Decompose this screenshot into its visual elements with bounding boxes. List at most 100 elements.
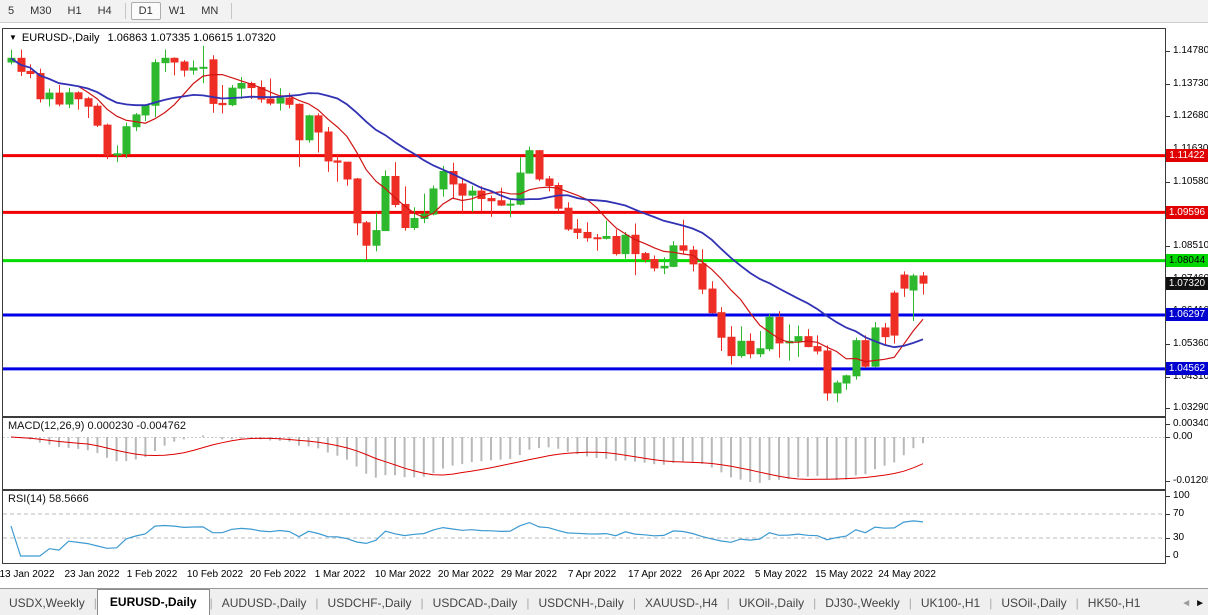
price-marker: 1.11422 xyxy=(1166,149,1208,163)
candle-body xyxy=(679,245,688,251)
tab-separator: | xyxy=(989,596,993,610)
rsi-scale-tick: 100 xyxy=(1173,490,1190,501)
price-tick-dash xyxy=(1166,51,1170,53)
candle-body xyxy=(305,115,314,141)
date-axis[interactable]: 13 Jan 2022 23 Jan 2022 1 Feb 2022 10 Feb 2… xyxy=(0,565,1166,587)
date-label: 10 Mar 2022 xyxy=(374,569,432,580)
candles-layer xyxy=(7,45,928,403)
candle-body xyxy=(621,234,630,255)
rsi-value: 58.5666 xyxy=(48,493,89,505)
toolbar-separator xyxy=(124,3,126,19)
candle-body xyxy=(593,237,602,240)
rsi-scale-tick: 70 xyxy=(1173,508,1185,519)
candle-body xyxy=(698,263,707,290)
price-marker: 1.09596 xyxy=(1166,205,1208,219)
candle-body xyxy=(295,103,304,141)
candle-body xyxy=(583,231,592,239)
chart-symbol-period: EURUSD-,Daily xyxy=(21,32,100,44)
date-label: 10 Feb 2022 xyxy=(186,569,244,580)
candle-body xyxy=(612,236,621,255)
tab-usdcnh-daily[interactable]: USDCNH-,Daily xyxy=(538,596,624,610)
rsi-scale-tick-dash xyxy=(1166,496,1170,497)
tab-uk100-h1[interactable]: UK100-,H1 xyxy=(920,596,981,610)
price-tick: 1.12680 xyxy=(1173,110,1208,122)
tab-scroll-right-icon[interactable]: ► xyxy=(1195,598,1205,609)
candle-body xyxy=(45,92,54,100)
candle-body xyxy=(458,183,467,196)
date-label: 15 May 2022 xyxy=(815,569,873,580)
macd-signal-line xyxy=(10,436,924,480)
rsi-scale-tick-dash xyxy=(1166,514,1170,515)
tab-dj30-weekly[interactable]: DJ30-,Weekly xyxy=(825,596,900,610)
price-tick-dash xyxy=(1166,344,1170,346)
tab-hk50-h1[interactable]: HK50-,H1 xyxy=(1087,596,1141,610)
timeframe-button-mn[interactable]: MN xyxy=(201,5,219,17)
rsi-canvas[interactable] xyxy=(3,491,1165,563)
candle-body xyxy=(209,59,218,104)
candle-body xyxy=(842,375,851,384)
candle-body xyxy=(381,175,390,232)
candle-body xyxy=(717,312,726,338)
timeframe-button-d1[interactable]: D1 xyxy=(130,2,161,20)
candle-body xyxy=(151,62,160,106)
tab-separator: | xyxy=(93,596,97,610)
macd-canvas[interactable] xyxy=(3,418,1165,489)
candle-body xyxy=(401,203,410,228)
timeframe-button-m30[interactable]: M30 xyxy=(30,5,52,17)
macd-scale-tick-dash xyxy=(1166,424,1170,426)
candle-body xyxy=(372,230,381,246)
tab-usdx-weekly[interactable]: USDX,Weekly xyxy=(9,596,85,610)
rsi-scale-tick-dash xyxy=(1166,556,1170,557)
candle-body xyxy=(74,92,83,100)
tab-ukoil-daily[interactable]: UKOil-,Daily xyxy=(738,596,805,610)
price-tick: 1.08510 xyxy=(1173,240,1208,252)
timeframe-button-w1[interactable]: W1 xyxy=(168,5,186,17)
timeframe-button-5[interactable]: 5 xyxy=(8,5,15,17)
tab-separator: | xyxy=(420,596,424,610)
tab-usdcad-daily[interactable]: USDCAD-,Daily xyxy=(432,596,518,610)
candle-body xyxy=(708,288,717,314)
dropdown-icon[interactable]: ▼ xyxy=(9,33,17,42)
price-tick: 1.13730 xyxy=(1173,77,1208,89)
candle-body xyxy=(737,340,746,357)
rsi-panel[interactable]: RSI(14) 58.5666 xyxy=(2,490,1166,564)
candle-body xyxy=(65,92,74,105)
price-scale[interactable]: 1.14780 1.13730 1.12680 1.11630 1.10580 1.095… xyxy=(1166,23,1208,588)
date-label: 1 Mar 2022 xyxy=(314,569,366,580)
tab-xauusd-h4[interactable]: XAUUSD-,H4 xyxy=(644,596,718,610)
rsi-scale-tick: 30 xyxy=(1173,532,1185,543)
tab-scroll-arrows: ◄ ► xyxy=(1181,598,1205,609)
price-marker: 1.07320 xyxy=(1166,276,1208,290)
tab-separator: | xyxy=(526,596,530,610)
price-marker: 1.06297 xyxy=(1166,308,1208,322)
candle-body xyxy=(266,98,275,104)
tab-usoil-daily[interactable]: USOil-,Daily xyxy=(1001,596,1067,610)
price-tick: 1.03290 xyxy=(1173,402,1208,414)
candle-body xyxy=(84,98,93,107)
candle-body xyxy=(650,259,659,269)
candle-body xyxy=(189,67,198,71)
tab-scroll-left-icon[interactable]: ◄ xyxy=(1181,598,1192,609)
tab-audusd-daily[interactable]: AUDUSD-,Daily xyxy=(221,596,307,610)
candle-body xyxy=(890,292,899,336)
candle-body xyxy=(36,73,45,100)
price-chart-canvas[interactable] xyxy=(3,29,1165,416)
candle-body xyxy=(506,203,515,206)
candle-body xyxy=(410,217,419,228)
timeframe-button-h1[interactable]: H1 xyxy=(67,5,82,17)
date-label: 20 Feb 2022 xyxy=(249,569,307,580)
price-tick: 1.10580 xyxy=(1173,175,1208,187)
price-tick-dash xyxy=(1166,246,1170,248)
tab-eurusd-daily[interactable]: EURUSD-,Daily xyxy=(96,589,210,615)
candle-body xyxy=(113,153,122,156)
timeframe-button-h4[interactable]: H4 xyxy=(97,5,112,17)
price-tick-dash xyxy=(1166,116,1170,118)
candle-body xyxy=(746,340,755,355)
candle-body xyxy=(564,207,573,230)
price-panel[interactable]: ▼ EURUSD-,Daily 1.06863 1.07335 1.06615 1.… xyxy=(2,28,1166,417)
tab-usdchf-daily[interactable]: USDCHF-,Daily xyxy=(327,596,412,610)
macd-panel[interactable]: MACD(12,26,9) 0.000230 -0.004762 xyxy=(2,417,1166,490)
horizontal-lines-layer[interactable] xyxy=(3,154,1165,371)
candle-body xyxy=(516,172,525,205)
